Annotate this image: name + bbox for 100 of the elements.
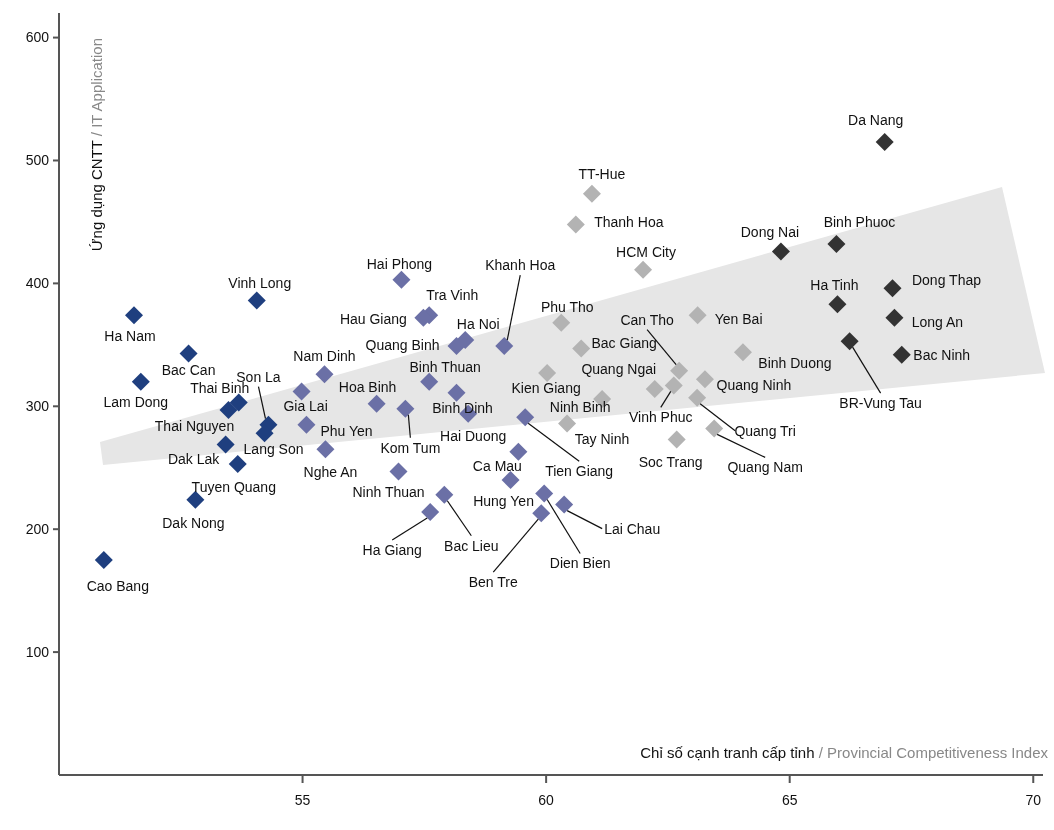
annotation: Ha Tinh: [810, 277, 859, 294]
point: [572, 339, 591, 358]
point: [827, 235, 846, 254]
y-tick-label: 400: [25, 275, 50, 292]
annotation: Ninh Binh: [549, 398, 611, 415]
annotation: Soc Trang: [638, 454, 703, 471]
point: [131, 372, 150, 391]
annotation: Lang Son: [243, 441, 304, 458]
point: [389, 462, 408, 481]
annotation: Khanh Hoa: [485, 256, 556, 273]
point: [532, 504, 551, 523]
point: [219, 400, 238, 419]
annotation: Hoa Binh: [338, 378, 397, 395]
point: [885, 308, 904, 327]
point: [875, 133, 894, 152]
point: [228, 455, 247, 474]
point: [667, 430, 686, 449]
x-tick-label: 60: [538, 792, 555, 808]
point: [94, 550, 113, 569]
y-tick-label: 300: [25, 398, 50, 415]
x-tick-label: 55: [294, 792, 311, 808]
point: [695, 370, 714, 389]
annotation: Phu Yen: [320, 422, 373, 439]
annotation: Kom Tum: [380, 439, 441, 456]
annotation: Thai Nguyen: [154, 417, 235, 434]
point: [664, 376, 683, 395]
point: [828, 295, 847, 314]
point: [566, 215, 585, 234]
annotation: Quang Ninh: [716, 377, 792, 394]
annotation: Vinh Phuc: [628, 409, 693, 426]
point: [495, 337, 514, 356]
annotation: Long An: [911, 313, 964, 330]
point: [297, 415, 316, 434]
point: [552, 313, 571, 332]
annotation: Hung Yen: [473, 492, 534, 509]
annotation: Da Nang: [848, 111, 904, 128]
point: [733, 343, 752, 362]
annotation: Cao Bang: [86, 577, 149, 594]
point: [292, 382, 311, 401]
annotation: HCM City: [616, 243, 677, 260]
point: [688, 306, 707, 325]
annotation: Hai Duong: [440, 427, 507, 444]
y-tick-label: 500: [25, 152, 50, 169]
annotation: Ha Giang: [362, 541, 422, 558]
annotation: Quang Tri: [734, 422, 796, 439]
point: [771, 242, 790, 261]
y-axis-title: Ứng dụng CNTT / IT Application: [88, 38, 105, 252]
point: [179, 344, 198, 363]
point: [396, 399, 415, 418]
point: [516, 408, 535, 427]
annotation: Binh Duong: [758, 355, 832, 372]
annotation: Gia Lai: [283, 398, 328, 415]
point: [705, 419, 724, 438]
point: [538, 364, 557, 383]
annotation: Thanh Hoa: [594, 214, 664, 231]
annotation: Tuyen Quang: [191, 478, 276, 495]
annotation: Binh Thuan: [409, 358, 481, 375]
annotation: Bac Giang: [591, 335, 657, 352]
annotation: Bac Can: [161, 362, 216, 379]
y-tick-label: 100: [25, 644, 50, 660]
point: [447, 337, 466, 356]
annotation: TT-Hue: [578, 165, 626, 182]
annotation: Dong Thap: [911, 272, 982, 289]
point: [447, 383, 466, 402]
annotation: Ha Nam: [104, 328, 156, 345]
annotation: Kien Giang: [511, 380, 581, 397]
point: [315, 365, 334, 384]
y-tick-label: 600: [25, 29, 50, 46]
annotation: Hai Phong: [366, 255, 433, 272]
x-tick-label: 65: [781, 792, 798, 808]
point: [421, 502, 440, 521]
annotation: Can Tho: [620, 311, 675, 328]
point: [316, 440, 335, 459]
annotation: Yen Bai: [714, 311, 763, 328]
annotation: Nam Dinh: [293, 348, 356, 365]
point: [582, 184, 601, 203]
annotation: Bac Lieu: [444, 537, 499, 554]
point: [883, 279, 902, 298]
annotation: Quang Ngai: [581, 360, 657, 377]
annotation: Quang Binh: [365, 336, 440, 353]
point: [645, 380, 664, 399]
point: [392, 270, 411, 289]
annotation: Ben Tre: [468, 574, 518, 591]
annotation: Tien Giang: [545, 463, 614, 480]
annotation: Nghe An: [303, 464, 358, 481]
y-tick-label: 200: [25, 521, 50, 538]
point: [670, 361, 689, 380]
annotation: Ha Noi: [456, 315, 500, 332]
annotation: Hau Giang: [339, 310, 407, 327]
annotation: Lam Dong: [103, 393, 169, 410]
annotation: BR-Vung Tau: [839, 395, 922, 412]
annotation: Vinh Long: [228, 275, 292, 292]
point: [216, 435, 235, 454]
point: [840, 332, 859, 351]
x-axis-title: Chỉ số cạnh tranh cấp tỉnh / Provincial Competitiveness Index: [640, 744, 1049, 761]
annotation: Dak Nong: [162, 514, 225, 531]
point: [420, 372, 439, 391]
annotation: Quang Nam: [727, 459, 803, 476]
point: [229, 393, 248, 412]
annotation: Phu Tho: [540, 298, 594, 315]
